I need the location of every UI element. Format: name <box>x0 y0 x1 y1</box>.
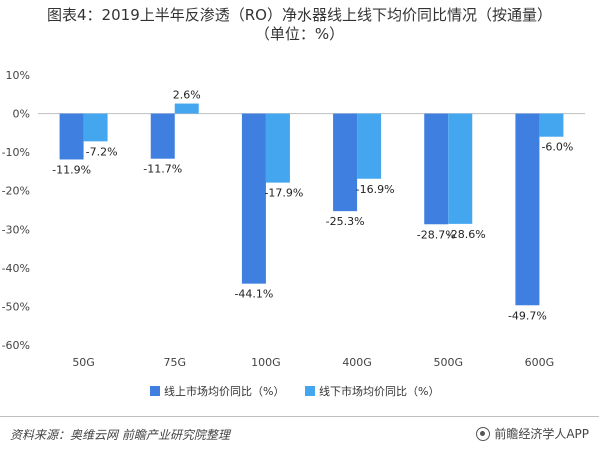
data-label: -6.0% <box>541 141 573 154</box>
data-label: -17.9% <box>264 187 303 200</box>
data-label: -16.9% <box>356 183 395 196</box>
bar-offline <box>265 113 290 183</box>
data-label: -49.7% <box>508 309 547 322</box>
x-tick-label: 400G <box>342 356 372 369</box>
x-tick-label: 500G <box>433 356 463 369</box>
bar-offline <box>357 113 382 179</box>
data-label: -28.7% <box>417 228 456 241</box>
y-tick-label: -50% <box>2 300 30 313</box>
bar-offline <box>83 113 108 142</box>
data-label: 2.6% <box>173 89 201 102</box>
y-tick-label: 0% <box>13 108 30 121</box>
bar-offline <box>539 113 564 137</box>
bar-chart: 10% 0% -10% -20% -30% -40% -50% -60% 50G -11.9% -7… <box>2 69 585 398</box>
data-label: -44.1% <box>234 288 273 301</box>
legend-swatch <box>150 386 160 396</box>
data-label: -11.9% <box>52 163 91 176</box>
x-tick-label: 600G <box>525 356 555 369</box>
data-label: -11.7% <box>143 163 182 176</box>
chart-title: 图表4：2019上半年反渗透（RO）净水器线上线下均价同比情况（按通量） （单位… <box>0 6 599 44</box>
data-label: -7.2% <box>86 145 118 158</box>
bar-online <box>515 113 540 306</box>
bar-offline <box>448 113 473 224</box>
bar-online <box>150 113 175 159</box>
y-tick-label: -30% <box>2 223 30 236</box>
y-tick-label: -20% <box>2 185 30 198</box>
brand-name: 前瞻经济学人APP <box>494 427 589 441</box>
chart-title-line2: （单位：%） <box>254 25 345 43</box>
y-tick-label: -40% <box>2 262 30 275</box>
y-tick-label: 10% <box>6 69 30 82</box>
bar-online <box>333 113 358 212</box>
legend-swatch <box>305 386 315 396</box>
x-tick-label: 75G <box>163 356 186 369</box>
brand-logo-icon <box>476 426 491 441</box>
bar-online <box>59 113 84 160</box>
y-tick-label: -60% <box>2 339 30 352</box>
source-note: 资料来源：奥维云网 前瞻产业研究院整理 <box>10 428 230 442</box>
y-tick-label: -10% <box>2 146 30 159</box>
data-label: -25.3% <box>326 215 365 228</box>
legend-label: 线上市场均价同比（%） <box>164 384 284 398</box>
x-tick-label: 50G <box>72 356 95 369</box>
legend-label: 线下市场均价同比（%） <box>319 384 439 398</box>
bar-online <box>424 113 449 225</box>
footer: 资料来源：奥维云网 前瞻产业研究院整理 前瞻经济学人APP <box>0 416 599 453</box>
brand-mark: 前瞻经济学人APP <box>476 425 589 442</box>
x-tick-label: 100G <box>251 356 281 369</box>
chart-title-line1: 图表4：2019上半年反渗透（RO）净水器线上线下均价同比情况（按通量） <box>47 6 552 24</box>
data-label: -28.6% <box>447 228 486 241</box>
bar-online <box>241 113 266 284</box>
bar-offline <box>174 103 199 114</box>
